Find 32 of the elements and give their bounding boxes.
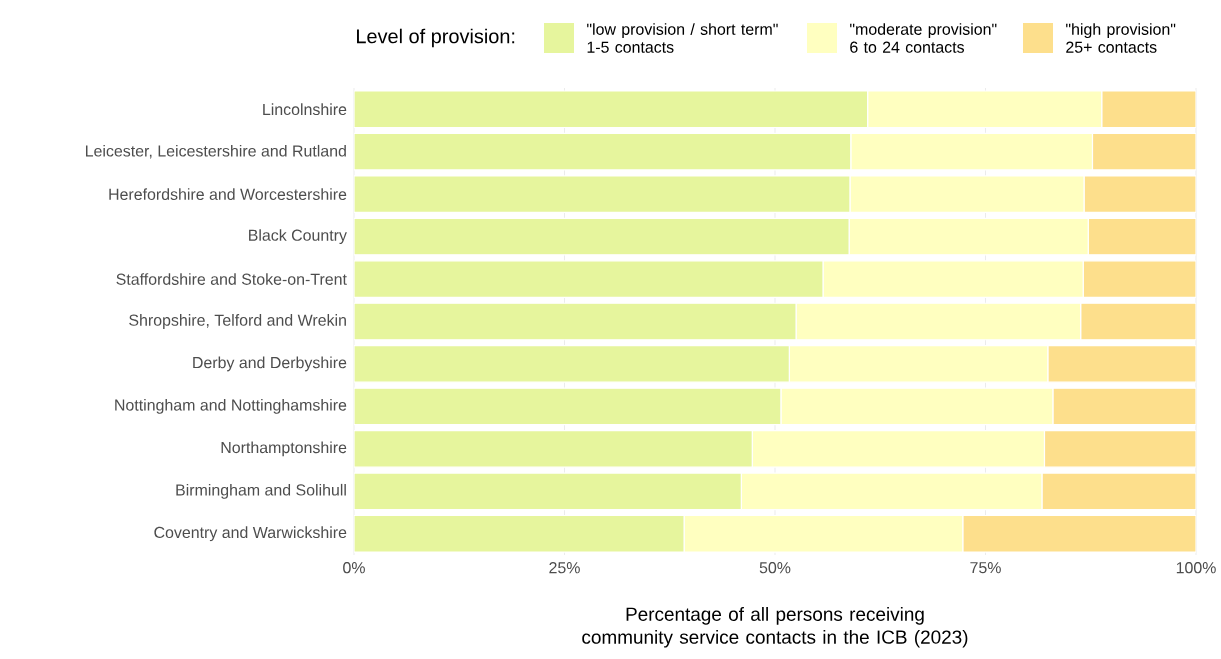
bar bbox=[354, 430, 753, 468]
bar bbox=[354, 302, 797, 341]
legend-label: "moderate provision" 6 to 24 contacts bbox=[850, 23, 997, 53]
bar bbox=[354, 260, 824, 298]
bar bbox=[354, 132, 852, 171]
bar bbox=[354, 217, 850, 256]
y-tick-label: Birmingham and Solihull bbox=[176, 483, 346, 499]
x-tick-label: 50% bbox=[759, 562, 791, 574]
bar bbox=[354, 472, 742, 511]
y-tick-label: Shropshire, Telford and Wrekin bbox=[129, 314, 346, 329]
bar bbox=[354, 345, 790, 383]
bar bbox=[354, 387, 782, 426]
y-tick-label: Nottingham and Nottinghamshire bbox=[115, 398, 347, 414]
y-tick-label: Lincolnshire bbox=[263, 103, 347, 116]
legend-label: "high provision" 25+ contacts bbox=[1066, 23, 1176, 53]
y-tick-label: Derby and Derbyshire bbox=[193, 356, 347, 372]
y-tick-label: Coventry and Warwickshire bbox=[154, 526, 347, 542]
x-axis-title: Percentage of all persons receiving community service contacts in the ICB (2023) bbox=[582, 607, 968, 648]
legend-title: Level of provision: bbox=[357, 28, 515, 48]
bar bbox=[354, 514, 685, 553]
y-tick-label: Leicester, Leicestershire and Rutland bbox=[86, 144, 346, 159]
x-tick-label: 100% bbox=[1176, 562, 1216, 574]
x-tick-label: 75% bbox=[970, 562, 1001, 574]
y-tick-label: Staffordshire and Stoke-on-Trent bbox=[116, 273, 347, 285]
bar bbox=[354, 175, 851, 213]
y-tick-label: Herefordshire and Worcestershire bbox=[109, 188, 347, 200]
legend-label: "low provision / short term" 1-5 contacts bbox=[587, 23, 778, 53]
bar bbox=[354, 90, 869, 129]
x-tick-label: 0% bbox=[343, 562, 365, 574]
y-tick-label: Northamptonshire bbox=[221, 441, 347, 457]
y-tick-label: Black Country bbox=[249, 229, 347, 245]
x-tick-label: 25% bbox=[549, 562, 580, 574]
